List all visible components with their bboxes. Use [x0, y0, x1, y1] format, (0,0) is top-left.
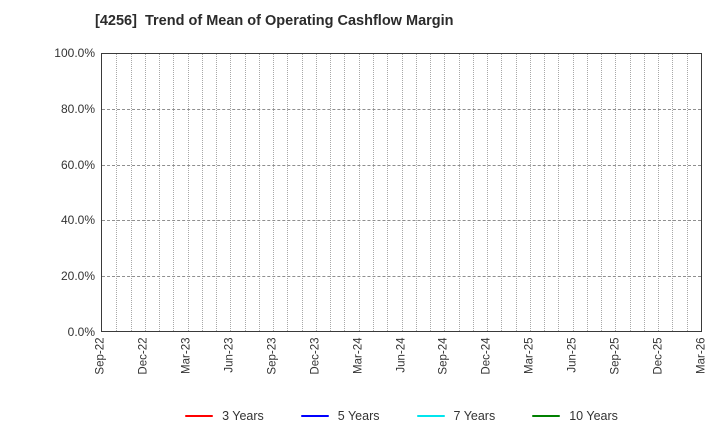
vertical-gridline — [144, 54, 146, 331]
vertical-gridline — [401, 54, 403, 331]
x-tick-label: Mar-24 — [352, 337, 365, 374]
vertical-gridline — [601, 54, 603, 331]
vertical-gridline — [472, 54, 474, 331]
legend-label: 5 Years — [337, 409, 380, 423]
vertical-gridline — [586, 54, 588, 331]
x-tick-label: Dec-22 — [137, 337, 150, 375]
legend-line-swatch — [300, 414, 329, 418]
legend-label: 3 Years — [222, 409, 264, 423]
legend-item: 10 Years — [532, 409, 618, 423]
vertical-gridline — [244, 54, 246, 331]
vertical-gridline — [372, 54, 374, 331]
legend-item: 3 Years — [185, 409, 264, 423]
y-tick-label: 80.0% — [60, 101, 95, 116]
legend-label: 7 Years — [453, 409, 496, 423]
vertical-gridline — [230, 54, 232, 331]
vertical-gridline — [430, 54, 432, 331]
x-tick-label: Sep-23 — [266, 337, 279, 375]
vertical-gridline — [501, 54, 503, 331]
y-tick-label: 60.0% — [60, 157, 95, 172]
y-tick-label: 100.0% — [54, 46, 95, 60]
x-tick-label: Sep-22 — [94, 337, 107, 375]
x-tick-label: Sep-25 — [609, 337, 622, 375]
horizontal-gridline — [102, 164, 701, 166]
vertical-gridline — [216, 54, 218, 331]
vertical-gridline — [287, 54, 289, 331]
x-tick-label: Mar-26 — [695, 337, 708, 374]
x-tick-label: Dec-23 — [309, 337, 322, 375]
vertical-gridline — [487, 54, 489, 331]
vertical-gridline — [358, 54, 360, 331]
legend-item: 7 Years — [416, 409, 496, 423]
y-tick-label: 20.0% — [60, 269, 95, 284]
vertical-gridline — [643, 54, 645, 331]
x-tick-label: Mar-23 — [180, 337, 193, 374]
x-tick-label: Mar-25 — [523, 337, 536, 374]
horizontal-gridline — [102, 109, 701, 111]
legend: 3 Years 5 Years 7 Years 10 Years — [101, 406, 702, 426]
vertical-gridline — [444, 54, 446, 331]
horizontal-gridline — [102, 220, 701, 222]
vertical-gridline — [387, 54, 389, 331]
legend-line-swatch — [532, 414, 561, 418]
legend-label: 10 Years — [569, 409, 618, 423]
vertical-gridline — [629, 54, 631, 331]
vertical-gridline — [116, 54, 118, 331]
x-tick-label: Jun-25 — [566, 337, 579, 373]
vertical-gridline — [515, 54, 517, 331]
vertical-gridline — [273, 54, 275, 331]
chart-title: [4256] Trend of Mean of Operating Cashfl… — [95, 13, 454, 29]
x-tick-label: Dec-24 — [480, 337, 493, 375]
vertical-gridline — [529, 54, 531, 331]
vertical-gridline — [173, 54, 175, 331]
plot-area — [101, 53, 702, 332]
vertical-gridline — [415, 54, 417, 331]
x-tick-label: Sep-24 — [437, 337, 450, 375]
vertical-gridline — [201, 54, 203, 331]
x-tick-label: Jun-24 — [395, 337, 407, 373]
vertical-gridline — [615, 54, 617, 331]
vertical-gridline — [458, 54, 460, 331]
vertical-gridline — [686, 54, 688, 331]
vertical-gridline — [130, 54, 132, 331]
vertical-gridline — [301, 54, 303, 331]
vertical-gridline — [330, 54, 332, 331]
vertical-gridline — [258, 54, 260, 331]
legend-item: 5 Years — [300, 409, 380, 423]
vertical-gridline — [572, 54, 574, 331]
vertical-gridline — [672, 54, 674, 331]
vertical-gridline — [658, 54, 660, 331]
y-tick-label: 40.0% — [60, 213, 95, 228]
vertical-gridline — [187, 54, 189, 331]
vertical-gridline — [315, 54, 317, 331]
vertical-gridline — [544, 54, 546, 331]
vertical-gridline — [344, 54, 346, 331]
vertical-gridline — [159, 54, 161, 331]
vertical-gridline — [558, 54, 560, 331]
y-tick-label: 0.0% — [67, 325, 95, 339]
x-tick-label: Jun-23 — [223, 337, 236, 373]
legend-line-swatch — [416, 414, 445, 418]
horizontal-gridline — [102, 275, 701, 277]
legend-line-swatch — [185, 414, 214, 418]
x-tick-label: Dec-25 — [652, 337, 665, 375]
